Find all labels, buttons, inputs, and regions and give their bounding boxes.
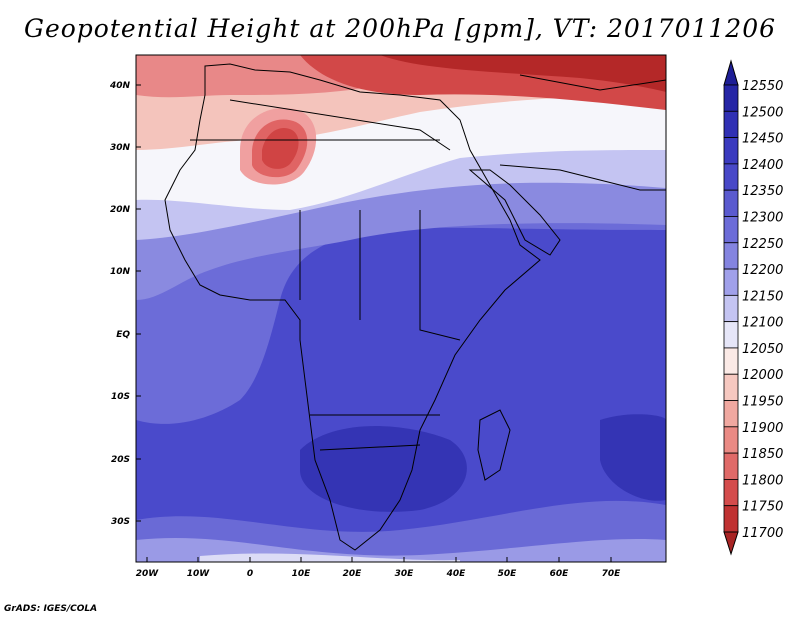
colorbar-level-label: 11850 — [742, 447, 783, 462]
africa-outline — [164, 63, 541, 551]
lat-tick-label: 10S — [111, 392, 130, 402]
colorbar-level-label: 12400 — [742, 158, 783, 173]
lon-tick-label: 0 — [247, 569, 253, 579]
arabian-coast — [499, 164, 666, 191]
colorbar-segment — [723, 505, 739, 533]
field-dark-red-tongue — [380, 55, 666, 92]
colorbar-segment — [723, 242, 739, 270]
lat-tick-label: 40N — [109, 81, 131, 91]
lon-tick-label: 50E — [498, 569, 518, 579]
lon-tick-label: 70E — [602, 569, 622, 579]
colorbar-segment — [723, 452, 739, 480]
colorbar-level-label: 11700 — [742, 526, 783, 541]
lon-tick-label: 10W — [187, 569, 211, 579]
colorbar-segment — [723, 163, 739, 191]
lon-tick-label: 20E — [343, 569, 363, 579]
colorbar-level-label: 12100 — [742, 316, 783, 331]
colorbar-level-label: 12200 — [742, 263, 783, 278]
lon-axis: 20W 10W 0 10E 20E 30E 40E 50E 60E 70E — [136, 557, 621, 579]
map-frame — [135, 54, 667, 563]
field-core-south-africa — [300, 426, 467, 512]
boundary-line-7 — [229, 99, 451, 151]
colorbar-segment — [723, 110, 739, 138]
lat-axis: 40N 30N 20N 10N EQ 10S 20S 30S — [109, 81, 141, 527]
coastlines — [164, 63, 666, 551]
colorbar-level-label: 12050 — [742, 342, 783, 357]
chart-title: Geopotential Height at 200hPa [gpm], VT:… — [23, 14, 777, 43]
colorbar-segment — [723, 216, 739, 244]
colorbar-level-label: 11750 — [742, 500, 783, 515]
red-sea-arabia — [468, 169, 561, 256]
colorbar: 12550 12500 12450 12400 12350 12300 12250 12200… — [723, 59, 783, 556]
lon-tick-label: 40E — [446, 569, 467, 579]
colorbar-segment — [723, 137, 739, 165]
colorbar-level-label: 12150 — [742, 289, 783, 304]
colorbar-level-label: 12450 — [742, 132, 783, 147]
colorbar-bottom-arrow — [723, 531, 739, 556]
lat-tick-label: 30S — [111, 517, 130, 527]
colorbar-level-label: 12350 — [742, 184, 783, 199]
field-core-indian-ocean — [600, 414, 666, 501]
shaded-field — [136, 55, 666, 562]
colorbar-segment — [723, 84, 739, 112]
colorbar-segment — [723, 400, 739, 428]
colorbar-level-label: 11950 — [742, 395, 783, 410]
colorbar-segment — [723, 321, 739, 349]
colorbar-level-label: 12300 — [742, 210, 783, 225]
colorbar-segment — [723, 294, 739, 323]
boundary-line-6 — [319, 444, 421, 451]
colorbar-top-arrow — [723, 59, 739, 86]
lat-tick-label: EQ — [116, 330, 130, 340]
lat-tick-label: 10N — [110, 267, 131, 277]
colorbar-level-label: 12500 — [742, 105, 783, 120]
lat-tick-label: 20S — [111, 455, 130, 465]
colorbar-segment — [723, 426, 739, 454]
boundary-line-4 — [419, 210, 461, 341]
field-sahara-high-core — [262, 128, 299, 169]
grads-credit: GrADS: IGES/COLA — [4, 604, 98, 614]
colorbar-segment — [723, 347, 739, 375]
lon-tick-label: 10E — [292, 569, 312, 579]
colorbar-level-label: 12550 — [742, 79, 783, 94]
colorbar-segment — [723, 189, 739, 217]
colorbar-segment — [723, 479, 739, 507]
lat-tick-label: 30N — [110, 143, 131, 153]
boundary-line-8 — [519, 74, 666, 91]
colorbar-level-label: 12250 — [742, 237, 783, 252]
field-band-south-3 — [200, 553, 460, 562]
lon-tick-label: 30E — [395, 569, 415, 579]
colorbar-level-label: 11800 — [742, 473, 783, 488]
colorbar-segment — [723, 268, 739, 296]
colorbar-segment — [723, 373, 739, 401]
lon-tick-label: 60E — [550, 569, 570, 579]
lat-tick-label: 20N — [110, 205, 131, 215]
colorbar-level-label: 11900 — [742, 421, 783, 436]
lon-tick-label: 20W — [136, 569, 160, 579]
madagascar — [477, 409, 511, 481]
colorbar-level-label: 12000 — [742, 368, 783, 383]
